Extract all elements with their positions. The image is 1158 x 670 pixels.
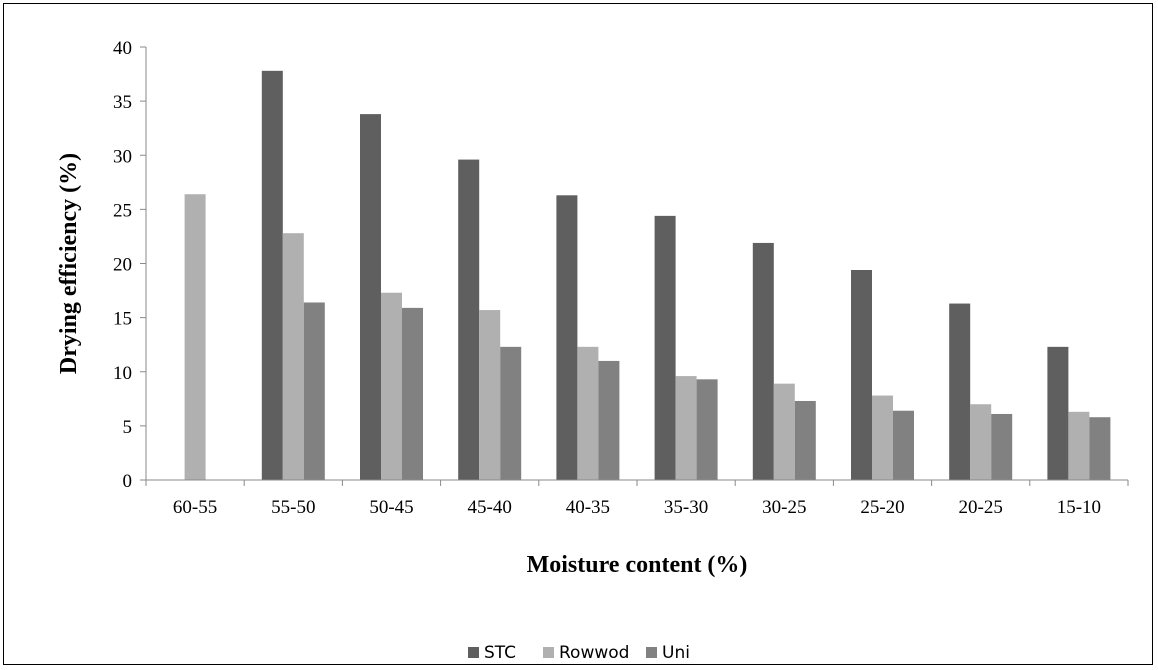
bar-uni-30-25 <box>794 400 816 480</box>
legend-swatch-rowwod <box>543 647 554 658</box>
y-tick-label: 35 <box>113 92 132 113</box>
bar-rowwod-40-35 <box>577 346 599 480</box>
x-tick-label: 15-10 <box>1057 497 1101 518</box>
legend: STC Rowwod Uni <box>468 643 690 663</box>
x-tick-label: 20-25 <box>959 497 1003 518</box>
bar-rowwod-20-25 <box>970 404 992 480</box>
bar-stc-50-45 <box>360 114 381 481</box>
x-tick-label: 35-30 <box>664 497 708 518</box>
bar-stc-30-25 <box>752 242 774 480</box>
bar-stc-40-35 <box>556 195 578 481</box>
y-tick-label: 30 <box>113 146 132 167</box>
bar-rowwod-60-55 <box>184 194 206 480</box>
legend-label-rowwod: Rowwod <box>559 643 629 663</box>
y-tick-label: 25 <box>113 200 132 221</box>
bar-stc-20-25 <box>949 303 971 480</box>
bar-uni-55-50 <box>303 302 325 480</box>
bar-uni-45-40 <box>500 346 522 480</box>
y-tick-label: 20 <box>113 255 132 276</box>
bar-uni-25-20 <box>893 410 914 480</box>
bar-uni-35-30 <box>696 379 718 480</box>
x-tick-label: 50-45 <box>369 497 413 518</box>
bar-rowwod-15-10 <box>1068 411 1090 480</box>
bar-rowwod-35-30 <box>675 376 697 480</box>
bar-stc-35-30 <box>654 215 676 480</box>
x-tick-label: 60-55 <box>173 497 217 518</box>
y-tick-label: 5 <box>123 417 133 438</box>
y-tick-label: 10 <box>113 363 132 384</box>
bar-rowwod-50-45 <box>381 292 402 480</box>
x-tick-label: 55-50 <box>271 497 315 518</box>
x-axis-ticks: 60-55 55-50 50-45 45-40 40-35 35-30 30-25 25-20… <box>145 480 1129 518</box>
y-axis-ticks: 0 5 10 15 20 25 30 35 40 <box>113 38 146 492</box>
legend-swatch-stc <box>468 647 479 658</box>
x-tick-label: 45-40 <box>468 497 512 518</box>
y-axis-title: Drying efficiency (%) <box>56 153 82 374</box>
y-tick-label: 15 <box>113 309 132 330</box>
bar-stc-45-40 <box>458 159 480 480</box>
y-tick-label: 40 <box>113 38 132 59</box>
bar-rowwod-55-50 <box>282 233 304 480</box>
bar-stc-55-50 <box>261 70 283 480</box>
x-axis-title: Moisture content (%) <box>527 552 748 578</box>
bars-group <box>184 70 1111 481</box>
bar-uni-40-35 <box>598 360 620 480</box>
legend-label-uni: Uni <box>662 643 690 663</box>
x-tick-label: 40-35 <box>566 497 610 518</box>
bar-uni-50-45 <box>402 307 423 480</box>
x-tick-label: 25-20 <box>860 497 904 518</box>
bar-uni-20-25 <box>991 413 1013 480</box>
legend-label-stc: STC <box>484 643 516 663</box>
legend-swatch-uni <box>646 647 657 658</box>
bar-uni-15-10 <box>1089 417 1111 480</box>
bar-stc-25-20 <box>851 269 872 480</box>
bar-rowwod-30-25 <box>773 383 795 480</box>
bar-rowwod-45-40 <box>479 310 501 480</box>
y-tick-label: 0 <box>123 471 133 492</box>
bar-stc-15-10 <box>1047 346 1069 480</box>
bar-rowwod-25-20 <box>872 395 893 480</box>
x-tick-label: 30-25 <box>762 497 806 518</box>
